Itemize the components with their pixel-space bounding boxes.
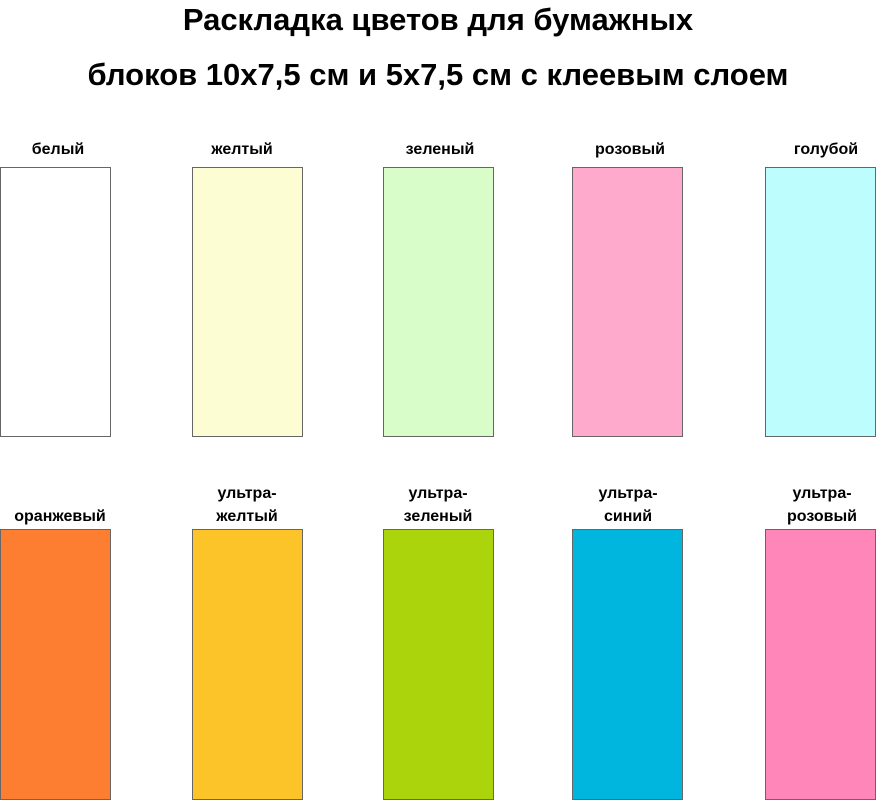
color-swatch (383, 167, 494, 437)
color-label: синий (603, 508, 653, 525)
title-line-2: блоков 10х7,5 см и 5х7,5 см с клеевым сл… (87, 57, 789, 92)
color-label: зеленый (403, 508, 473, 525)
color-label: ультра- (598, 485, 658, 502)
color-label: желтый (211, 141, 273, 158)
color-swatch (572, 167, 683, 437)
color-label: желтый (216, 508, 278, 525)
color-swatch (765, 529, 876, 800)
color-label: зеленый (405, 141, 475, 158)
color-label: розовый (787, 508, 857, 525)
color-swatch (765, 167, 876, 437)
color-label: белый (31, 141, 85, 158)
color-label: ультра- (408, 485, 468, 502)
color-swatch (192, 529, 303, 800)
color-label: голубой (793, 141, 859, 158)
color-label: оранжевый (14, 508, 106, 525)
color-swatch (0, 167, 111, 437)
title-line-1: Раскладка цветов для бумажных (182, 2, 694, 37)
color-swatch (383, 529, 494, 800)
color-label: ультра- (792, 485, 852, 502)
color-swatch (192, 167, 303, 437)
color-label: ультра- (217, 485, 277, 502)
color-swatch (0, 529, 111, 800)
color-swatch (572, 529, 683, 800)
color-label: розовый (595, 141, 665, 158)
